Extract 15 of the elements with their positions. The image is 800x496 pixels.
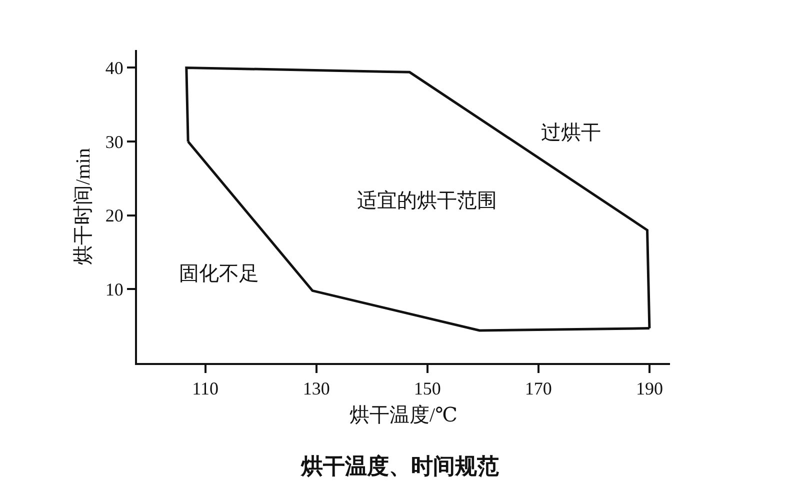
y-axis-title: 烘干时间/min [72, 148, 94, 265]
annotation: 过烘干 [541, 122, 601, 144]
x-tick-label: 130 [302, 378, 330, 399]
x-tick-label: 150 [414, 378, 441, 399]
annotation: 固化不足 [179, 263, 259, 285]
y-tick-label: 10 [105, 279, 124, 300]
y-tick-label: 40 [105, 58, 124, 78]
y-tick-label: 30 [105, 132, 124, 152]
y-tick-label: 20 [105, 206, 124, 226]
x-tick-label: 170 [524, 378, 552, 399]
x-axis-title: 烘干温度/℃ [350, 404, 458, 427]
annotation: 适宜的烘干范围 [357, 189, 497, 212]
x-tick-label: 110 [192, 378, 218, 399]
x-tick-label: 190 [636, 378, 663, 399]
text: 烘干温度、时间规范 [300, 454, 499, 479]
